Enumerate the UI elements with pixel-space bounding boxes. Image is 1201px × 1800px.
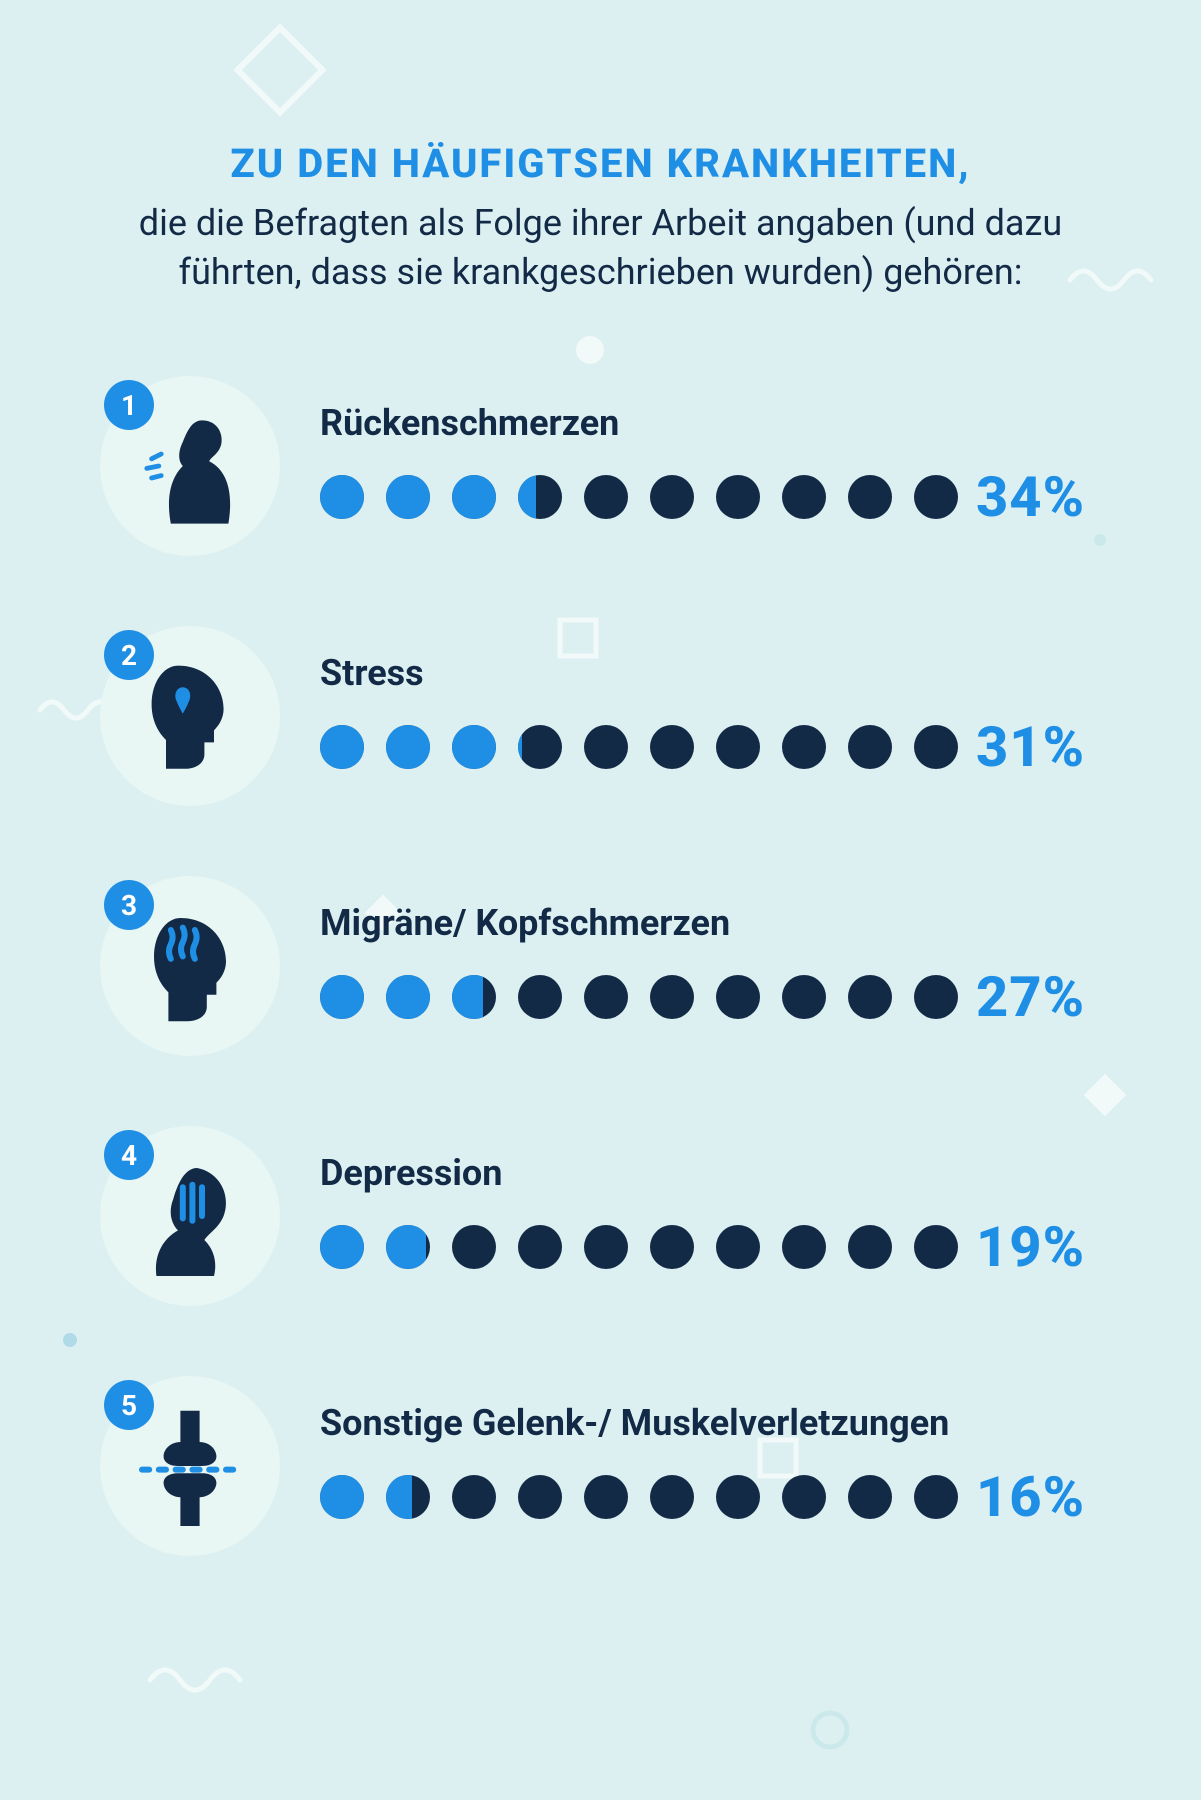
progress-dot xyxy=(782,725,826,769)
item-label: Migräne/ Kopfschmerzen xyxy=(320,902,1091,944)
progress-dot xyxy=(320,725,364,769)
dot-row: 19% xyxy=(320,1214,1091,1280)
list-item: 5 Sonstige Gelenk-/ Muskelverletzungen 16% xyxy=(100,1376,1091,1556)
progress-dot xyxy=(782,475,826,519)
progress-dot xyxy=(914,475,958,519)
back-pain-icon: 1 xyxy=(100,376,280,556)
progress-dot xyxy=(650,1225,694,1269)
progress-dot xyxy=(320,1475,364,1519)
item-label: Stress xyxy=(320,652,1091,694)
dot-row: 27% xyxy=(320,964,1091,1030)
progress-dot xyxy=(452,1225,496,1269)
rank-badge: 3 xyxy=(104,880,154,930)
progress-dot xyxy=(386,475,430,519)
migraine-icon: 3 xyxy=(100,876,280,1056)
progress-dot xyxy=(650,475,694,519)
progress-dot xyxy=(518,1225,562,1269)
item-label: Depression xyxy=(320,1152,1091,1194)
progress-dot xyxy=(584,1225,628,1269)
progress-dot xyxy=(782,1475,826,1519)
progress-dot xyxy=(716,725,760,769)
progress-dot xyxy=(518,1475,562,1519)
list-item: 2 Stress 31% xyxy=(100,626,1091,806)
progress-dot xyxy=(320,475,364,519)
progress-dot xyxy=(320,1225,364,1269)
dot-progress xyxy=(320,1475,958,1519)
item-content: Stress 31% xyxy=(320,652,1091,780)
item-content: Migräne/ Kopfschmerzen 27% xyxy=(320,902,1091,1030)
item-label: Sonstige Gelenk-/ Muskelverletzungen xyxy=(320,1402,1091,1444)
progress-dot xyxy=(914,725,958,769)
progress-dot xyxy=(848,1225,892,1269)
percent-value: 19% xyxy=(976,1214,1085,1280)
percent-value: 34% xyxy=(976,464,1085,530)
progress-dot xyxy=(914,1475,958,1519)
list-item: 4 Depression 19% xyxy=(100,1126,1091,1306)
stress-icon: 2 xyxy=(100,626,280,806)
progress-dot xyxy=(914,975,958,1019)
dot-progress xyxy=(320,725,958,769)
dot-progress xyxy=(320,1225,958,1269)
progress-dot xyxy=(650,1475,694,1519)
dot-row: 16% xyxy=(320,1464,1091,1530)
progress-dot xyxy=(716,975,760,1019)
percent-value: 27% xyxy=(976,964,1085,1030)
progress-dot xyxy=(716,475,760,519)
item-content: Depression 19% xyxy=(320,1152,1091,1280)
progress-dot xyxy=(848,975,892,1019)
rank-badge: 1 xyxy=(104,380,154,430)
progress-dot xyxy=(386,1475,430,1519)
progress-dot xyxy=(584,475,628,519)
item-content: Rückenschmerzen 34% xyxy=(320,402,1091,530)
progress-dot xyxy=(914,1225,958,1269)
progress-dot xyxy=(782,975,826,1019)
progress-dot xyxy=(782,1225,826,1269)
rank-badge: 4 xyxy=(104,1130,154,1180)
dot-progress xyxy=(320,475,958,519)
item-label: Rückenschmerzen xyxy=(320,402,1091,444)
progress-dot xyxy=(716,1225,760,1269)
progress-dot xyxy=(452,975,496,1019)
progress-dot xyxy=(848,1475,892,1519)
progress-dot xyxy=(452,1475,496,1519)
progress-dot xyxy=(386,975,430,1019)
progress-dot xyxy=(848,725,892,769)
depression-icon: 4 xyxy=(100,1126,280,1306)
percent-value: 31% xyxy=(976,714,1085,780)
list-item: 1 Rückenschmerzen 34% xyxy=(100,376,1091,556)
progress-dot xyxy=(452,725,496,769)
progress-dot xyxy=(518,725,562,769)
joint-icon: 5 xyxy=(100,1376,280,1556)
dot-row: 31% xyxy=(320,714,1091,780)
progress-dot xyxy=(848,475,892,519)
progress-dot xyxy=(320,975,364,1019)
progress-dot xyxy=(650,975,694,1019)
progress-dot xyxy=(584,975,628,1019)
progress-dot xyxy=(386,1225,430,1269)
dot-row: 34% xyxy=(320,464,1091,530)
progress-dot xyxy=(584,725,628,769)
rank-badge: 5 xyxy=(104,1380,154,1430)
dot-progress xyxy=(320,975,958,1019)
rank-badge: 2 xyxy=(104,630,154,680)
progress-dot xyxy=(452,475,496,519)
item-content: Sonstige Gelenk-/ Muskelverletzungen 16% xyxy=(320,1402,1091,1530)
progress-dot xyxy=(518,475,562,519)
progress-dot xyxy=(716,1475,760,1519)
progress-dot xyxy=(650,725,694,769)
list-item: 3 Migräne/ Kopfschmerzen 27% xyxy=(100,876,1091,1056)
progress-dot xyxy=(386,725,430,769)
percent-value: 16% xyxy=(976,1464,1085,1530)
progress-dot xyxy=(584,1475,628,1519)
progress-dot xyxy=(518,975,562,1019)
